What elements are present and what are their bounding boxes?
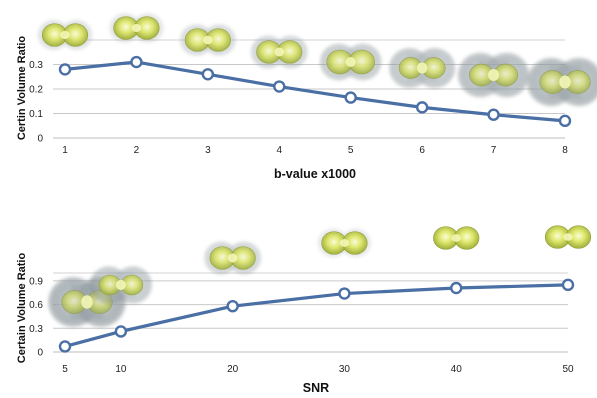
glyph-thumbnail-1 [37, 19, 93, 51]
x-tick-label: 40 [451, 364, 463, 375]
data-point-2 [114, 325, 128, 338]
x-tick-label: 4 [277, 145, 283, 156]
glyph-thumbnail-2 [89, 266, 153, 304]
x-tick-label: 2 [134, 145, 140, 156]
y-tick-label: 0.6 [29, 300, 43, 311]
y-tick-label: 0.1 [29, 109, 43, 120]
glyph-thumbnail-6 [388, 47, 456, 89]
x-tick-label: 6 [419, 145, 425, 156]
glyph-thumbnail-4 [317, 228, 372, 258]
data-point-7 [487, 108, 500, 121]
x-tick-label: 30 [339, 364, 351, 375]
glyph-thumbnail-5 [433, 226, 480, 250]
x-tick-label: 7 [491, 145, 497, 156]
data-point-4 [338, 287, 351, 300]
glyph-thumbnails [37, 13, 597, 107]
x-tick-label: 20 [227, 364, 239, 375]
y-tick-label: 0.2 [29, 85, 43, 96]
data-point-3 [226, 299, 239, 313]
glyph-thumbnail-5 [319, 43, 382, 81]
data-point-5 [344, 91, 357, 104]
y-axis-label: Certin Volume Ratio [16, 36, 28, 141]
data-point-5 [450, 281, 463, 295]
data-point-6 [561, 278, 575, 292]
glyph-thumbnail-6 [544, 225, 592, 249]
glyph-thumbnail-2 [109, 13, 164, 43]
y-tick-label: 0.3 [29, 60, 43, 71]
y-tick-label: 0 [37, 134, 43, 145]
x-tick-label: 8 [562, 145, 568, 156]
x-tick-label: 1 [62, 145, 68, 156]
x-tick-label: 3 [205, 145, 211, 156]
glyph-thumbnail-4 [250, 35, 308, 69]
data-point-3 [201, 68, 215, 81]
data-point-1 [58, 340, 72, 353]
x-tick-label: 10 [115, 364, 127, 375]
x-tick-label: 5 [62, 364, 68, 375]
glyph-thumbnail-7 [457, 52, 530, 98]
chart-snr: 0 0.3 0.6 0.9 5 10 20 30 40 50 SNR Certain Volume R… [16, 225, 592, 395]
x-axis-label: SNR [303, 381, 329, 395]
y-tick-label: 0.9 [29, 276, 43, 287]
data-point-4 [273, 80, 286, 93]
glyph-thumbnails [48, 225, 592, 327]
data-point-2 [130, 55, 143, 69]
y-axis-label: Certain Volume Ratio [16, 253, 28, 364]
x-tick-label: 5 [348, 145, 354, 156]
data-point-1 [58, 63, 72, 76]
y-tick-label: 0.3 [29, 324, 43, 335]
data-point-6 [415, 101, 429, 114]
y-tick-label: 0 [37, 348, 43, 359]
glyph-thumbnail-3 [179, 24, 236, 56]
glyph-thumbnail-8 [526, 57, 597, 107]
series-line [63, 283, 570, 349]
x-tick-label: 50 [562, 364, 574, 375]
x-axis-label: b-value x1000 [274, 167, 356, 181]
series-line [63, 60, 567, 123]
data-point-8 [558, 114, 572, 128]
glyph-thumbnail-3 [204, 241, 262, 275]
chart-bvalue: 0 0.1 0.2 0.3 1 2 3 4 5 6 7 8 b-value x1000 Certin Vo… [16, 13, 597, 181]
